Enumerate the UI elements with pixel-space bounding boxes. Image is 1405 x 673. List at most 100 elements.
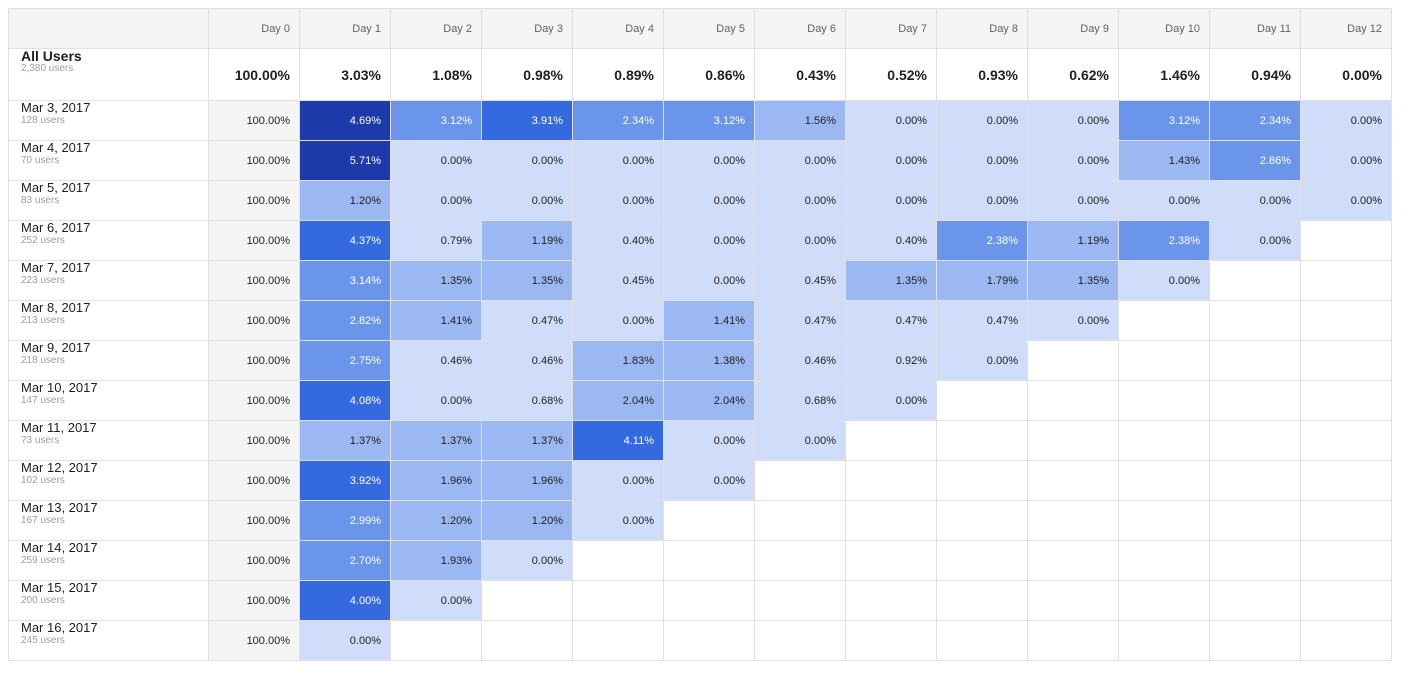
retention-cell: 0.00% (664, 221, 755, 261)
retention-cell: 0.47% (846, 301, 937, 341)
retention-cell: 100.00% (209, 621, 300, 661)
empty-cell (755, 581, 846, 621)
cohort-size: 167 users (21, 515, 65, 526)
retention-cell: 0.00% (573, 301, 664, 341)
retention-cell: 2.99% (300, 501, 391, 541)
empty-cell (1119, 501, 1210, 541)
retention-cell: 5.71% (300, 141, 391, 181)
retention-cell: 1.35% (482, 261, 573, 301)
retention-cell: 0.40% (573, 221, 664, 261)
empty-cell (1301, 581, 1392, 621)
empty-cell (846, 621, 937, 661)
empty-cell (1119, 381, 1210, 421)
retention-cell: 0.68% (755, 381, 846, 421)
retention-cell: 2.70% (300, 541, 391, 581)
retention-cell: 0.79% (391, 221, 482, 261)
retention-cell: 1.35% (846, 261, 937, 301)
row-label: Mar 12, 2017 102 users (9, 461, 209, 501)
retention-cell: 0.68% (482, 381, 573, 421)
retention-cell: 0.00% (937, 141, 1028, 181)
retention-cell: 1.41% (664, 301, 755, 341)
empty-cell (755, 541, 846, 581)
retention-cell: 0.47% (755, 301, 846, 341)
empty-cell (846, 461, 937, 501)
row-label: All Users 2,380 users (9, 49, 209, 101)
cohort-name: Mar 16, 2017 (21, 621, 98, 635)
column-header: Day 1 (300, 9, 391, 49)
retention-cell: 100.00% (209, 301, 300, 341)
empty-cell (937, 541, 1028, 581)
column-header: Day 9 (1028, 9, 1119, 49)
retention-cell: 0.45% (573, 261, 664, 301)
cohort-name: All Users (21, 49, 82, 64)
row-label: Mar 14, 2017 259 users (9, 541, 209, 581)
retention-cell: 100.00% (209, 421, 300, 461)
empty-cell (937, 621, 1028, 661)
retention-cell: 1.93% (391, 541, 482, 581)
row-label: Mar 8, 2017 213 users (9, 301, 209, 341)
empty-cell (1210, 461, 1301, 501)
empty-cell (1301, 461, 1392, 501)
retention-cell: 3.12% (664, 101, 755, 141)
summary-cell: 0.89% (573, 49, 664, 101)
retention-cell: 0.00% (664, 421, 755, 461)
retention-cell: 0.00% (1028, 141, 1119, 181)
row-label: Mar 13, 2017 167 users (9, 501, 209, 541)
retention-cell: 2.75% (300, 341, 391, 381)
empty-cell (1301, 261, 1392, 301)
column-header: Day 7 (846, 9, 937, 49)
empty-cell (1119, 421, 1210, 461)
retention-cell: 0.00% (755, 141, 846, 181)
empty-cell (664, 541, 755, 581)
cohort-size: 245 users (21, 635, 65, 646)
cohort-name: Mar 15, 2017 (21, 581, 98, 595)
retention-cell: 4.37% (300, 221, 391, 261)
empty-cell (573, 541, 664, 581)
empty-cell (1210, 541, 1301, 581)
empty-cell (573, 581, 664, 621)
empty-cell (664, 501, 755, 541)
retention-cell: 0.00% (755, 181, 846, 221)
retention-cell: 3.91% (482, 101, 573, 141)
retention-cell: 100.00% (209, 501, 300, 541)
retention-cell: 1.20% (300, 181, 391, 221)
retention-cell: 0.00% (1028, 181, 1119, 221)
retention-cell: 2.04% (573, 381, 664, 421)
empty-cell (1119, 301, 1210, 341)
retention-cell: 0.46% (391, 341, 482, 381)
cohort-size: 252 users (21, 235, 65, 246)
empty-cell (482, 621, 573, 661)
column-header: Day 8 (937, 9, 1028, 49)
retention-cell: 4.11% (573, 421, 664, 461)
column-header: Day 5 (664, 9, 755, 49)
row-label: Mar 5, 2017 83 users (9, 181, 209, 221)
row-label: Mar 4, 2017 70 users (9, 141, 209, 181)
column-header: Day 10 (1119, 9, 1210, 49)
row-label: Mar 9, 2017 218 users (9, 341, 209, 381)
cohort-size: 73 users (21, 435, 60, 446)
empty-cell (391, 621, 482, 661)
retention-cell: 100.00% (209, 541, 300, 581)
empty-cell (937, 501, 1028, 541)
retention-cell: 2.04% (664, 381, 755, 421)
empty-cell (1301, 621, 1392, 661)
retention-cell: 100.00% (209, 261, 300, 301)
cohort-size: 2,380 users (21, 63, 74, 74)
cohort-name: Mar 11, 2017 (21, 421, 97, 435)
retention-cell: 1.96% (482, 461, 573, 501)
empty-cell (937, 421, 1028, 461)
retention-cell: 0.00% (573, 181, 664, 221)
row-label: Mar 16, 2017 245 users (9, 621, 209, 661)
retention-cell: 0.46% (482, 341, 573, 381)
cohort-size: 128 users (21, 115, 65, 126)
retention-cell: 0.00% (391, 181, 482, 221)
retention-cell: 0.40% (846, 221, 937, 261)
retention-cell: 3.14% (300, 261, 391, 301)
empty-cell (1301, 301, 1392, 341)
retention-cell: 2.34% (1210, 101, 1301, 141)
retention-cell: 1.20% (391, 501, 482, 541)
cohort-name: Mar 8, 2017 (21, 301, 91, 315)
retention-cell: 0.00% (1028, 101, 1119, 141)
empty-cell (937, 581, 1028, 621)
